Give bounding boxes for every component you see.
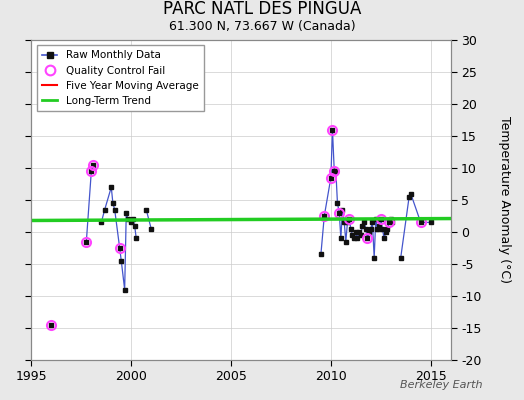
Text: 61.300 N, 73.667 W (Canada): 61.300 N, 73.667 W (Canada): [169, 20, 355, 33]
Y-axis label: Temperature Anomaly (°C): Temperature Anomaly (°C): [498, 116, 511, 284]
Text: PARC NATL DES PINGUA: PARC NATL DES PINGUA: [163, 0, 361, 18]
Text: Berkeley Earth: Berkeley Earth: [400, 380, 482, 390]
Legend: Raw Monthly Data, Quality Control Fail, Five Year Moving Average, Long-Term Tren: Raw Monthly Data, Quality Control Fail, …: [37, 45, 204, 111]
